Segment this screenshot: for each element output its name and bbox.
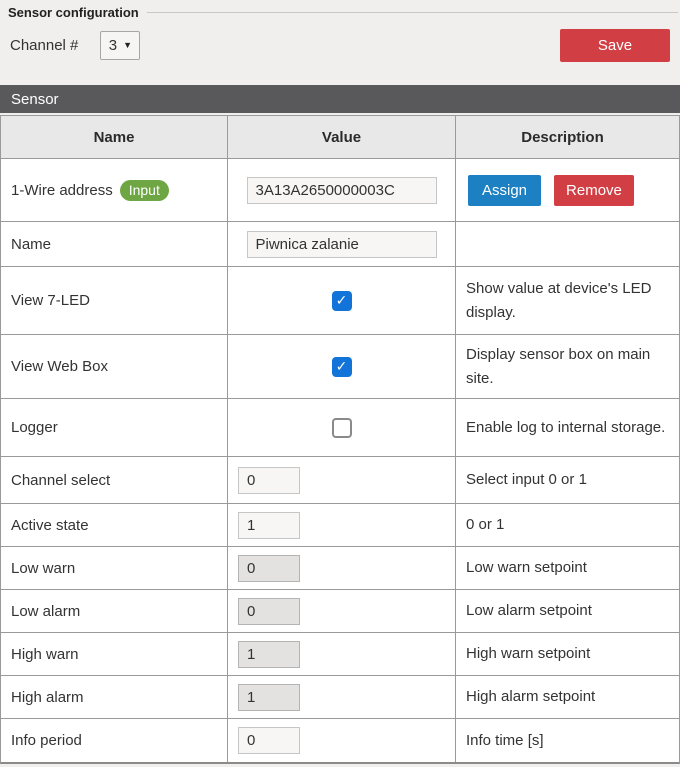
check-icon: ✓ — [335, 292, 348, 308]
row-value-cell — [228, 547, 456, 589]
view-7led-checkbox[interactable]: ✓ — [331, 290, 352, 311]
table-row: View 7-LED ✓ Show value at device's LED … — [1, 267, 679, 335]
row-value-cell — [228, 457, 456, 503]
low-alarm-input — [238, 597, 300, 625]
row-value-cell — [228, 633, 456, 675]
section-header: Sensor — [0, 85, 680, 113]
table-row: Info period Info time [s] — [1, 719, 679, 762]
table-row: High warn High warn setpoint — [1, 633, 679, 676]
row-label-low-warn: Low warn — [1, 547, 228, 589]
low-warn-input — [238, 554, 300, 582]
onewire-address-input[interactable] — [246, 176, 437, 204]
table-header-row: Name Value Description — [1, 116, 679, 159]
toolbar: Channel # 3 ▼ Save — [0, 28, 680, 62]
fieldset-legend-row: Sensor configuration — [0, 0, 680, 20]
row-description: High alarm setpoint — [466, 688, 596, 706]
high-alarm-input — [238, 683, 300, 711]
header-value: Value — [228, 116, 456, 158]
row-value-cell — [228, 719, 456, 762]
logger-checkbox[interactable]: ✓ — [331, 417, 352, 438]
table-row: High alarm High alarm setpoint — [1, 676, 679, 719]
row-description: Info time [s] — [466, 731, 544, 749]
row-label-active-state: Active state — [1, 504, 228, 546]
row-value-cell — [228, 222, 456, 266]
row-description: Low warn setpoint — [466, 559, 587, 577]
row-description: 0 or 1 — [466, 516, 505, 534]
row-action-cell: Assign Remove — [456, 159, 679, 221]
row-description — [456, 222, 679, 266]
save-button[interactable]: Save — [560, 28, 670, 62]
row-description: Display sensor box on main site. — [466, 346, 651, 387]
channel-select-input[interactable] — [238, 466, 300, 494]
assign-button[interactable]: Assign — [468, 174, 542, 206]
row-value-cell: ✓ — [228, 267, 456, 334]
table-row: 1-Wire address Input Assign Remove — [1, 159, 679, 222]
row-value-cell: ✓ — [228, 399, 456, 456]
row-label-name: Name — [1, 222, 228, 266]
row-description: Low alarm setpoint — [466, 602, 592, 620]
row-label-low-alarm: Low alarm — [1, 590, 228, 632]
row-label-1wire: 1-Wire address Input — [1, 159, 228, 221]
row-label-logger: Logger — [1, 399, 228, 456]
row-label-info-period: Info period — [1, 719, 228, 762]
row-description: Enable log to internal storage. — [466, 418, 666, 436]
sensor-name-input[interactable] — [246, 230, 437, 258]
view-webbox-checkbox[interactable]: ✓ — [331, 356, 352, 377]
table-row: Logger ✓ Enable log to internal storage. — [1, 399, 679, 457]
table-row: Name — [1, 222, 679, 267]
row-value-cell — [228, 159, 456, 221]
active-state-input[interactable] — [238, 511, 300, 539]
table-row: Low warn Low warn setpoint — [1, 547, 679, 590]
check-icon: ✓ — [335, 358, 348, 374]
row-label-high-warn: High warn — [1, 633, 228, 675]
legend-divider — [146, 11, 678, 13]
row-label-high-alarm: High alarm — [1, 676, 228, 718]
table-row: Channel select Select input 0 or 1 — [1, 457, 679, 504]
table-row: Active state 0 or 1 — [1, 504, 679, 547]
row-value-cell: ✓ — [228, 335, 456, 398]
sensor-config-table: Name Value Description 1-Wire address In… — [0, 115, 680, 764]
table-row: View Web Box ✓ Display sensor box on mai… — [1, 335, 679, 399]
page-title: Sensor configuration — [8, 4, 139, 20]
info-period-input[interactable] — [238, 727, 300, 754]
input-status-badge: Input — [119, 179, 169, 201]
row-label-view-webbox: View Web Box — [1, 335, 228, 398]
row-value-cell — [228, 504, 456, 546]
header-name: Name — [1, 116, 228, 158]
row-description: Select input 0 or 1 — [466, 471, 587, 489]
channel-select-value: 3 — [108, 36, 118, 54]
row-label-channel-select: Channel select — [1, 457, 228, 503]
high-warn-input — [238, 640, 300, 668]
table-row: Low alarm Low alarm setpoint — [1, 590, 679, 633]
row-value-cell — [228, 590, 456, 632]
row-value-cell — [228, 676, 456, 718]
remove-button[interactable]: Remove — [554, 174, 634, 206]
header-description: Description — [521, 128, 604, 146]
row-label-view-7led: View 7-LED — [1, 267, 228, 334]
row-description: Show value at device's LED display. — [466, 280, 652, 321]
channel-label: Channel # — [10, 36, 79, 54]
row-description: High warn setpoint — [466, 645, 591, 663]
channel-select[interactable]: 3 ▼ — [100, 30, 141, 60]
chevron-down-icon: ▼ — [123, 40, 133, 50]
